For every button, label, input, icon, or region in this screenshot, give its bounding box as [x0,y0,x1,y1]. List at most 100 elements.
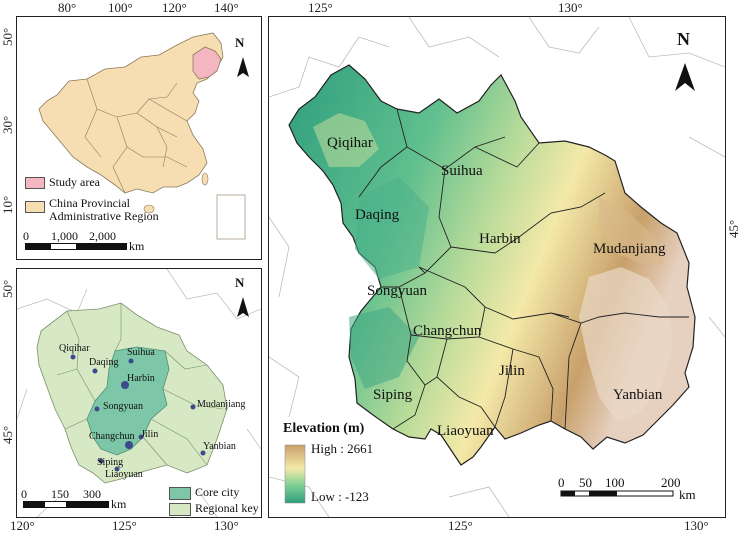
inset-label-songyuan: Songyuan [103,401,143,412]
harbin-dot [121,381,129,389]
inset-china-scale-bar [25,243,127,250]
high-elevation-patch [579,267,673,421]
main-north-label: N [677,29,690,49]
city-boundaries [358,108,689,430]
inset-cities-panel: N Qiqihar Daqing Suihua Harbin Songyuan … [16,268,262,518]
province-lines [84,78,188,194]
inset-cities-scale-300: 300 [83,487,101,501]
main-right-tick-45: 45° [726,219,740,238]
legend-study-area-label: Study area [49,175,100,189]
main-bottom-tick-125: 125° [448,518,473,533]
songyuan-dot [94,406,100,412]
inset-china-top-tick-2: 100° [108,0,133,15]
inset-label-siping: Siping [97,457,124,468]
north-arrow-icon [237,57,249,77]
legend-regional-key-city-swatch [169,503,191,516]
main-top-tick-125: 125° [308,0,333,15]
qiqihar-patch [313,113,379,167]
main-top-tick-130: 130° [558,0,583,15]
inset-cities-scale-bar [23,501,109,508]
daqing-patch [355,177,429,279]
inset-label-daqing: Daqing [89,357,119,368]
cities-background-lines [17,269,261,517]
main-north-arrow-icon [675,63,695,91]
inset-china-panel: N Study area China Provincial Administra… [16,16,262,260]
region-label-jilin: Jilin [499,363,525,379]
legend-regional-key-city-label: Regional key city [195,501,261,515]
legend-core-city-swatch [169,487,191,500]
songyuan-patch [349,307,419,389]
legend-core-city-label: Core city [195,485,240,499]
elevation-legend-bar [284,444,306,504]
region-label-yanbian: Yanbian [613,387,663,403]
inset-cities-left-tick-1: 50° [0,279,15,298]
inset-china-top-tick-1: 80° [58,0,77,15]
region-label-liaoyuan: Liaoyuan [437,423,494,439]
main-scale-0: 0 [558,475,565,490]
inset-cities-scale-0: 0 [21,487,27,501]
region-label-harbin: Harbin [479,231,521,247]
inset-label-jilin: Jilin [141,429,159,440]
region-label-daqing: Daqing [355,207,400,223]
inset-label-liaoyuan: Liaoyuan [105,469,143,480]
main-map-panel: N Qiqihar Suihua Daqing Harbin Mudanjian… [268,16,726,518]
inset-china-left-tick-3: 10° [0,195,15,214]
inset-china-scale-1000: 1,000 [51,229,78,243]
core-city-area [86,346,170,456]
inset-china-top-tick-4: 140° [214,0,239,15]
inset-cities-scale-150: 150 [51,487,69,501]
region-label-changchun: Changchun [413,323,482,339]
inset-cities-north-arrow-icon [237,297,249,317]
inset-china-left-tick-1: 50° [0,27,15,46]
region-label-siping: Siping [373,387,413,403]
region-label-suihua: Suihua [441,163,483,179]
region-label-songyuan: Songyuan [367,283,427,299]
main-scale-50: 50 [579,475,592,490]
main-scale-unit: km [679,487,696,502]
inset-china-north-label: N [235,35,245,50]
inset-china-scale-2000: 2,000 [89,229,116,243]
inset-label-suihua: Suihua [127,347,155,358]
region-label-mudanjiang: Mudanjiang [593,241,666,257]
china-outline [38,32,224,194]
taiwan-island [201,172,209,186]
qiqihar-dot [70,354,76,360]
elevation-legend-title: Elevation (m) [283,421,365,436]
yanbian-dot [200,450,206,456]
mudanjiang-dot [190,404,196,410]
legend-province-label: China Provincial Administrative Region [49,196,159,223]
main-scale-seg-2 [589,491,617,496]
main-background-lines [269,17,725,517]
region-label-qiqihar: Qiqihar [327,135,373,151]
inset-china-left-tick-2: 30° [0,115,15,134]
inset-cities-bottom-tick-2: 125° [112,518,137,533]
inset-label-harbin: Harbin [127,373,155,384]
main-scale-seg-1 [561,491,575,496]
main-scale-100: 100 [605,475,625,490]
inset-label-mudanjiang: Mudanjiang [197,399,246,410]
mudanjiang-patch [599,197,665,265]
legend-study-area-swatch [25,177,45,189]
inset-cities-left-tick-2: 45° [0,425,15,444]
inset-china-scale-unit: km [129,239,145,253]
legend-province-swatch [25,201,45,213]
suihua-dot [128,358,134,364]
main-bottom-tick-130: 130° [684,518,709,533]
inset-cities-scale-unit: km [111,497,127,511]
study-area-shape [192,46,222,80]
changchun-dot [125,441,133,449]
inset-cities-bottom-tick-1: 120° [10,518,35,533]
cities-map [17,269,261,517]
main-scale-200: 200 [661,475,681,490]
elevation-legend-low: Low : -123 [311,489,369,504]
inset-cities-north-label: N [235,275,245,290]
inset-cities-bottom-tick-3: 130° [214,518,239,533]
cities-inner-boundaries [56,303,224,466]
hainan-island [143,204,155,214]
jilin-dot [138,434,144,440]
elevation-map [269,17,725,517]
daqing-dot [92,368,98,374]
inset-china-top-tick-3: 120° [162,0,187,15]
elevation-legend-high: High : 2661 [311,441,374,456]
inset-label-qiqihar: Qiqihar [59,343,90,354]
